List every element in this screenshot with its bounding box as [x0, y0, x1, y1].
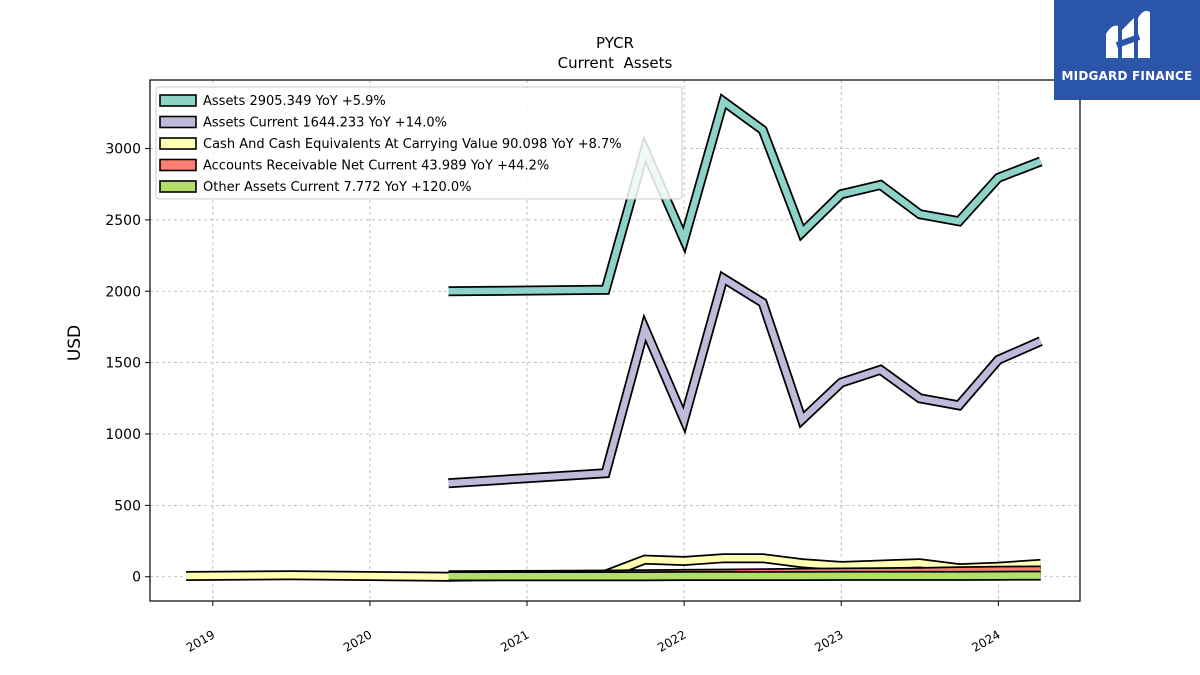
y-tick-label: 1500: [105, 356, 141, 372]
legend-label-0: Assets 2905.349 YoY +5.9%: [203, 94, 386, 109]
chart-subtitle: Current Assets: [558, 54, 673, 72]
brand-logo: MIDGARD FINANCE: [1054, 0, 1200, 100]
y-tick-label: 0: [132, 570, 141, 586]
brand-name: MIDGARD FINANCE: [1061, 69, 1193, 83]
x-tick-label: 2019: [184, 627, 217, 654]
x-tick-label: 2024: [969, 627, 1002, 654]
series-lines: [186, 93, 1043, 582]
x-tick-label: 2020: [341, 627, 374, 654]
chart-title: PYCR: [596, 34, 634, 52]
series-line-4: [448, 572, 1041, 580]
legend-label-3: Accounts Receivable Net Current 43.989 Y…: [203, 159, 549, 174]
y-tick-label: 3000: [105, 142, 141, 158]
y-tick-label: 2500: [105, 213, 141, 229]
legend-box: [155, 86, 683, 200]
legend-swatch-4: [159, 180, 197, 193]
legend-swatch-0: [159, 94, 197, 107]
legend: Assets 2905.349 YoY +5.9% Assets Current …: [155, 86, 683, 200]
legend-swatch-2: [159, 137, 197, 150]
legend-swatch-1: [159, 115, 197, 129]
axis-ticks: 0 500 1000 1500 2000 2500 3000 2019 2020 2021 2022…: [105, 142, 1002, 655]
series-outline-1: [448, 270, 1043, 489]
y-tick-label: 2000: [105, 284, 141, 300]
x-tick-label: 2021: [498, 627, 531, 654]
legend-label-4: Other Assets Current 7.772 YoY +120.0%: [203, 180, 472, 195]
x-tick-label: 2022: [655, 627, 688, 654]
legend-label-1: Assets Current 1644.233 YoY +14.0%: [203, 116, 447, 131]
x-tick-label: 2023: [812, 627, 845, 654]
brand-mark-icon: [1106, 10, 1150, 58]
y-tick-label: 1000: [105, 427, 141, 443]
y-axis-label: USD: [65, 325, 85, 361]
plot-frame: [149, 79, 1081, 602]
legend-label-2: Cash And Cash Equivalents At Carrying Va…: [203, 137, 622, 152]
series-line-1: [448, 273, 1043, 487]
y-tick-label: 500: [114, 498, 141, 514]
legend-swatch-3: [159, 158, 197, 172]
